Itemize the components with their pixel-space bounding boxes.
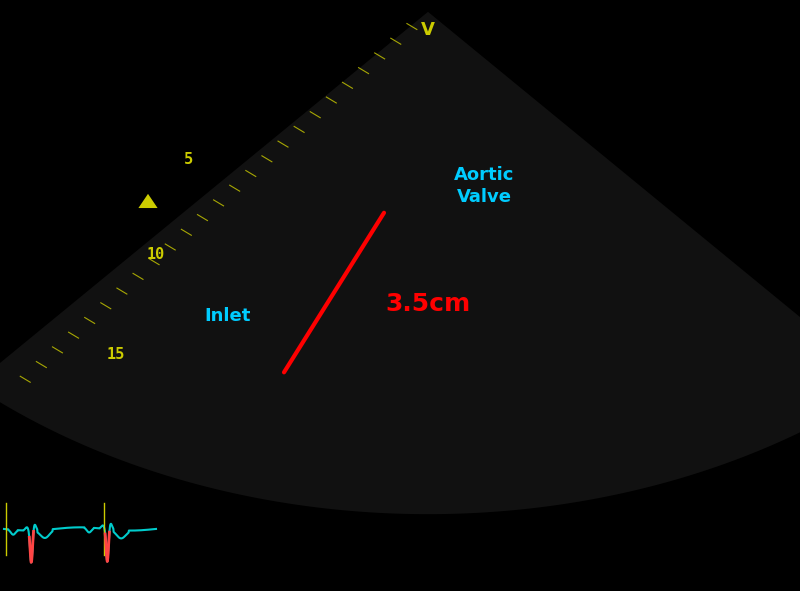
Text: 10: 10 [147,246,165,262]
Text: 5: 5 [183,152,193,167]
Text: Inlet: Inlet [205,307,251,325]
Polygon shape [0,12,800,514]
Text: V: V [421,21,435,38]
Polygon shape [138,194,158,208]
Text: 3.5cm: 3.5cm [386,293,470,316]
Text: 15: 15 [107,347,125,362]
Text: Aortic
Valve: Aortic Valve [454,166,514,206]
